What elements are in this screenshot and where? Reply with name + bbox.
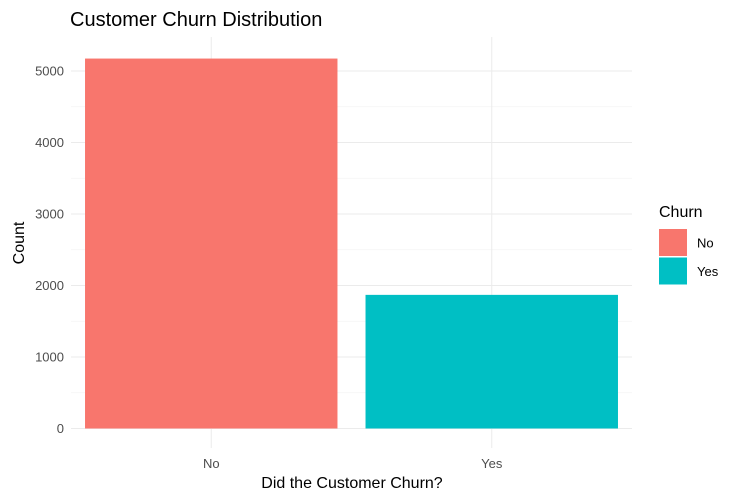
y-tick-label: 3000 [35,207,64,222]
x-axis-title: Did the Customer Churn? [261,475,443,492]
y-tick-label: 4000 [35,135,64,150]
y-axis-title: Count [11,221,28,264]
y-axis-ticks: 0 1000 2000 3000 4000 5000 [35,64,64,437]
y-tick-label: 0 [57,421,64,436]
legend-label: No [697,236,714,251]
x-axis-ticks: No Yes [203,456,503,471]
x-tick-label: Yes [481,456,503,471]
bar-yes [365,294,618,429]
bars-group [85,58,618,429]
x-tick-label: No [203,456,220,471]
legend-title: Churn [659,204,703,221]
y-tick-label: 1000 [35,350,64,365]
legend: Churn No Yes [659,204,719,285]
legend-key-no [659,229,687,256]
bar-no [85,58,338,429]
legend-key-yes [659,257,687,285]
y-tick-label: 2000 [35,278,64,293]
legend-label: Yes [697,264,719,279]
chart-title: Customer Churn Distribution [70,9,322,31]
y-tick-label: 5000 [35,64,64,79]
